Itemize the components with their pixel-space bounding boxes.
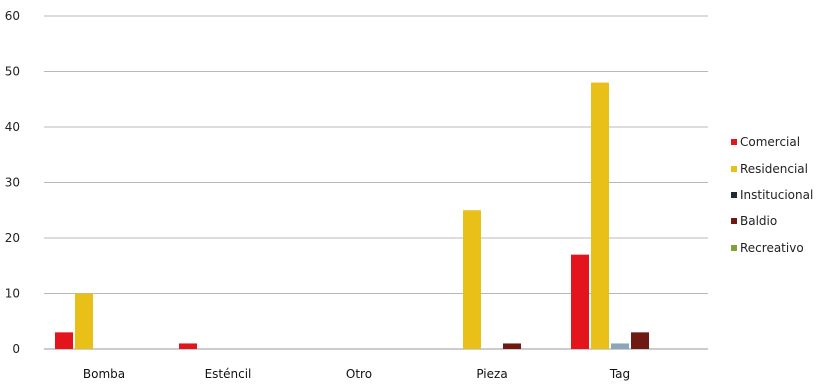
legend-label: Recreativo (740, 241, 804, 255)
bar-residencial-3 (463, 210, 481, 349)
bars (55, 82, 649, 349)
bar-residencial-0 (75, 293, 93, 349)
y-tick-label: 40 (5, 120, 20, 134)
y-tick-label: 0 (12, 342, 20, 356)
y-tick-label: 50 (5, 65, 20, 79)
legend-label: Institucional (740, 188, 813, 202)
y-axis: 0 10 20 30 40 50 60 (5, 9, 20, 356)
x-tick-label: Pieza (476, 367, 507, 381)
legend-swatch (731, 192, 737, 198)
y-tick-label: 10 (5, 287, 20, 301)
legend-label: Baldio (740, 214, 777, 228)
bar-institucional-4 (611, 343, 629, 349)
legend-swatch (731, 166, 737, 172)
legend: Comercial Residencial Institucional Baldio R… (731, 135, 813, 255)
legend-label: Residencial (740, 162, 808, 176)
x-axis: Bomba Esténcil Otro Pieza Tag (83, 367, 630, 381)
legend-label: Comercial (740, 135, 800, 149)
x-tick-label: Esténcil (205, 367, 252, 381)
bar-baldío-3 (503, 343, 521, 349)
bar-comercial-4 (571, 254, 589, 349)
bar-residencial-4 (591, 82, 609, 349)
bar-comercial-1 (179, 343, 197, 349)
legend-swatch (731, 218, 737, 224)
legend-swatch (731, 139, 737, 145)
x-tick-label: Otro (346, 367, 372, 381)
y-tick-label: 30 (5, 176, 20, 190)
y-tick-label: 20 (5, 231, 20, 245)
x-tick-label: Bomba (83, 367, 125, 381)
x-tick-label: Tag (609, 367, 630, 381)
bar-baldío-4 (631, 332, 649, 349)
legend-swatch (731, 245, 737, 251)
bar-comercial-0 (55, 332, 73, 349)
y-tick-label: 60 (5, 9, 20, 23)
gridlines (44, 15, 708, 350)
